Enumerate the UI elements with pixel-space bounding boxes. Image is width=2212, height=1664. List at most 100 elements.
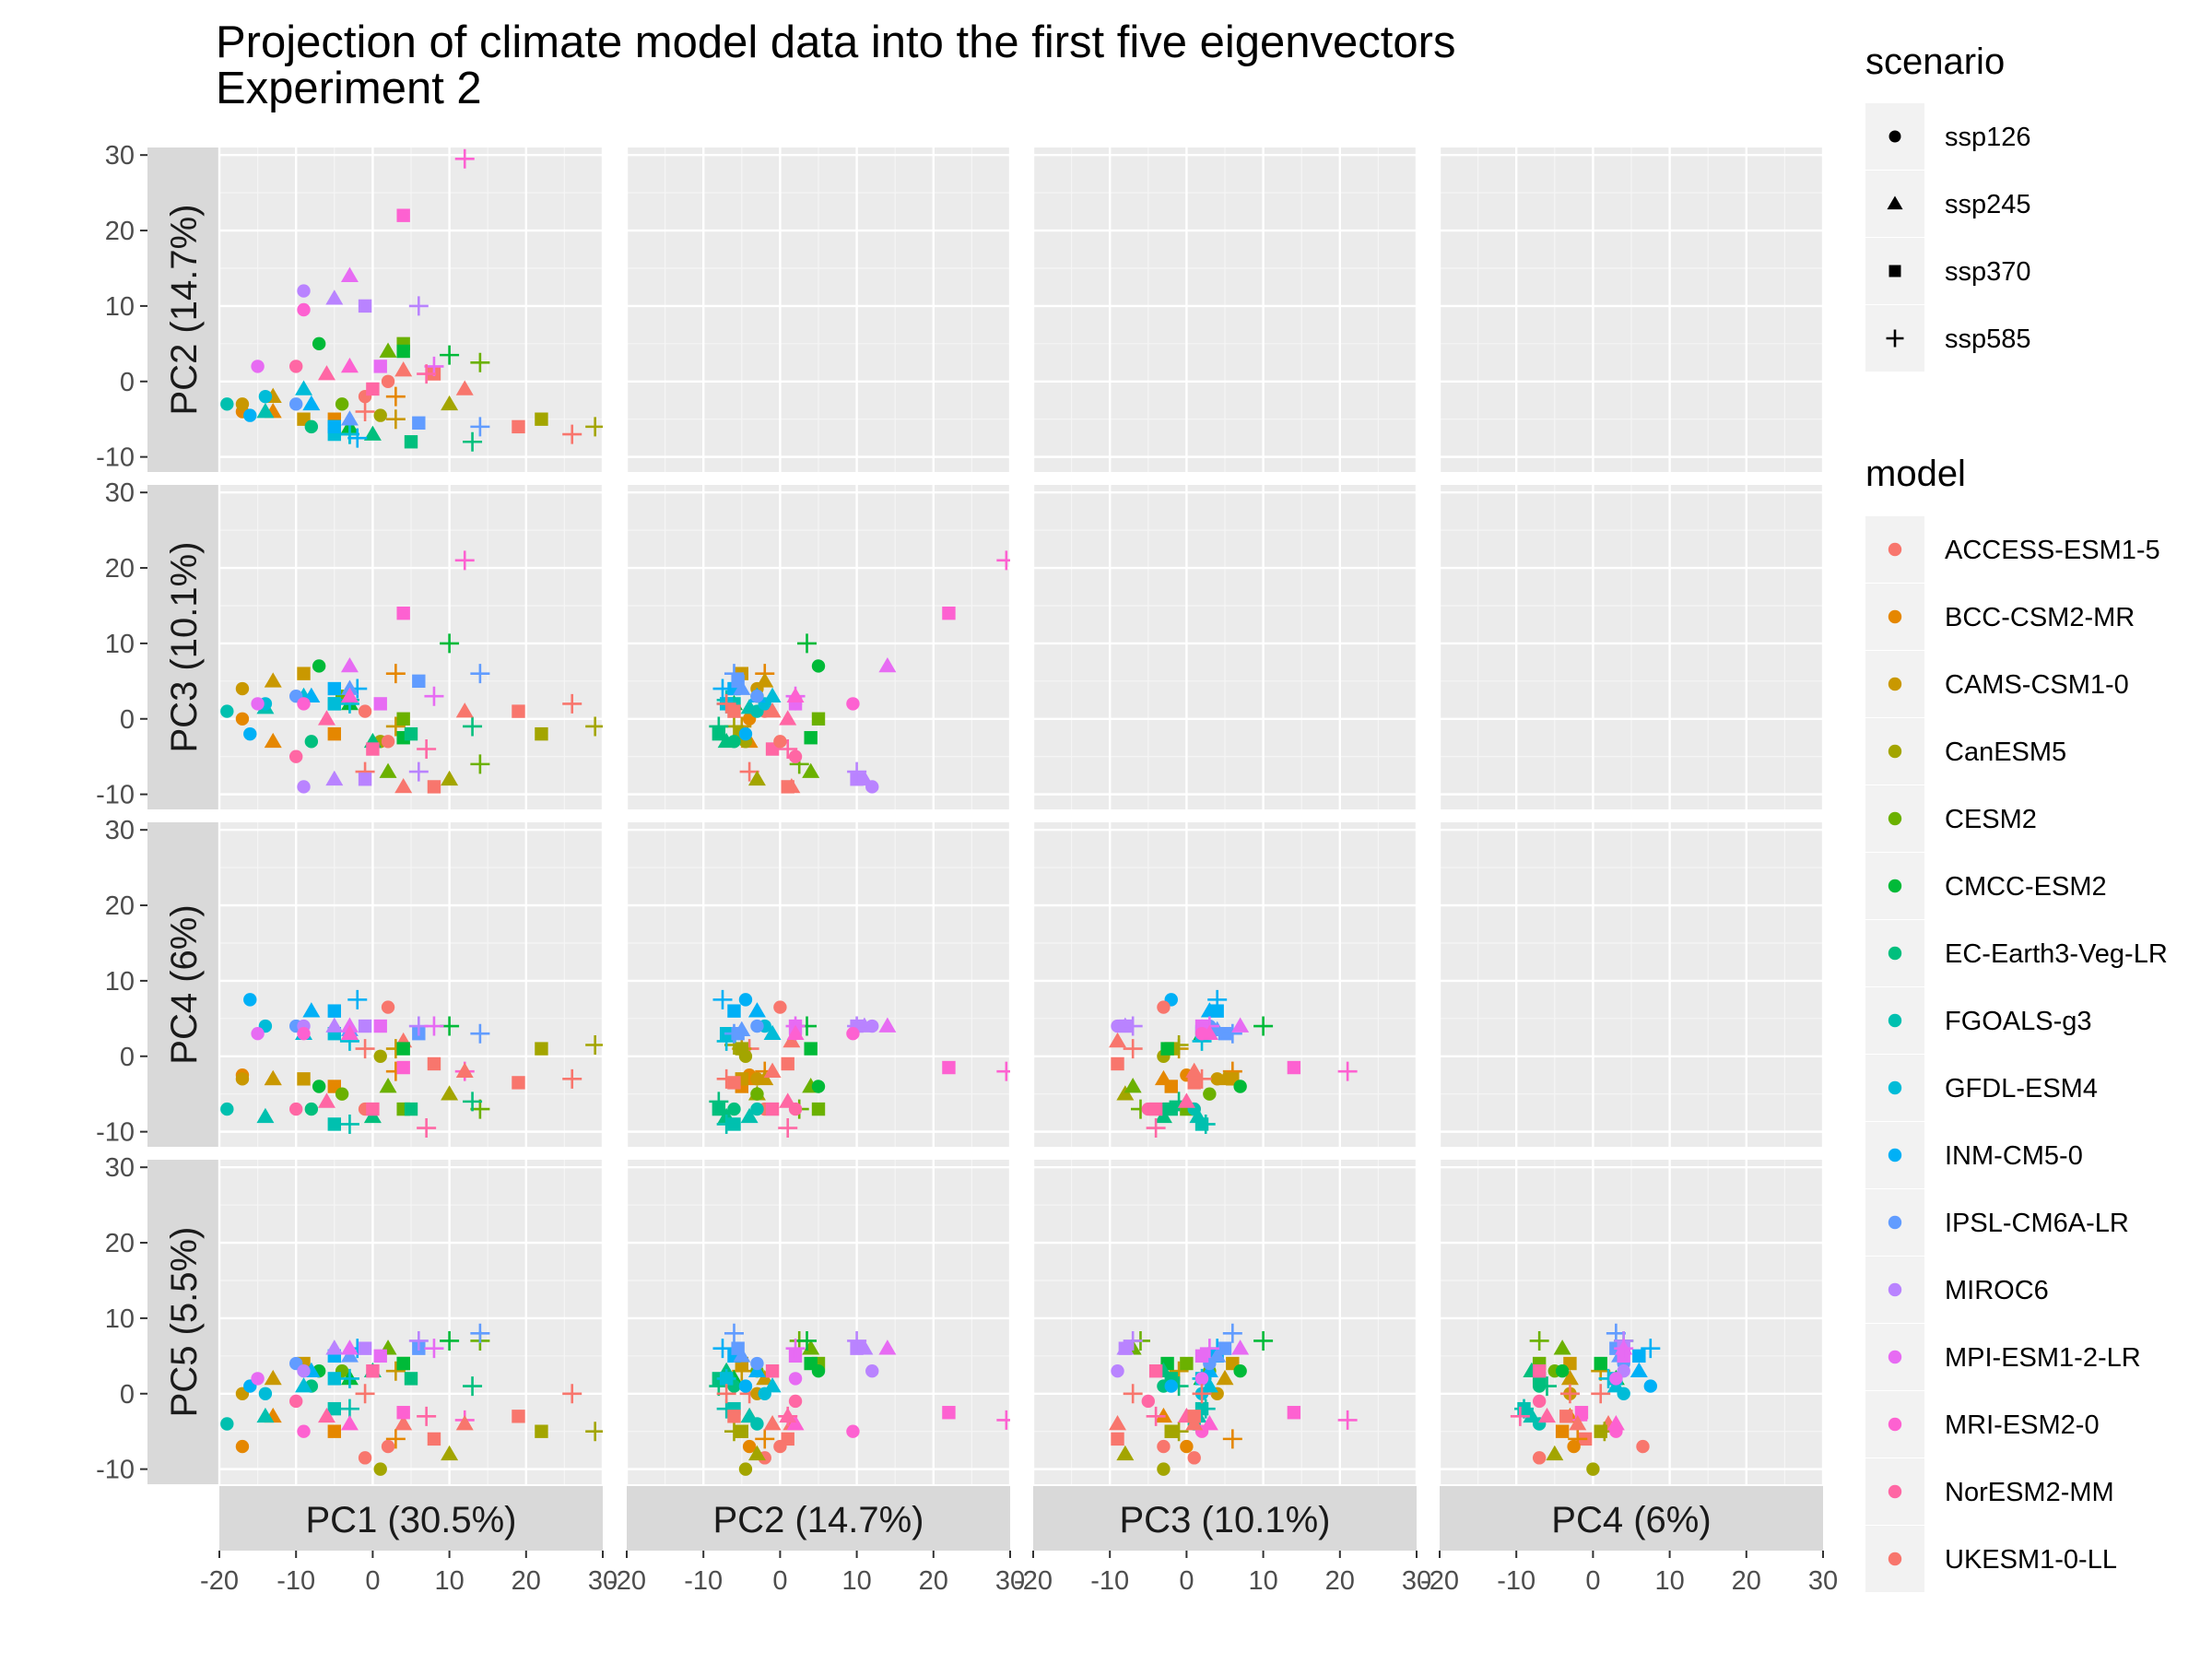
model-legend-label: MRI-ESM2-0 (1945, 1410, 2100, 1440)
data-point (535, 412, 548, 426)
data-point (763, 687, 782, 703)
data-point (756, 1069, 774, 1086)
model-legend-label: CAMS-CSM1-0 (1945, 670, 2129, 700)
data-point (1157, 1439, 1171, 1454)
data-point (220, 1417, 234, 1431)
chart-title: Projection of climate model data into th… (216, 18, 1455, 113)
data-point (942, 1060, 956, 1075)
data-point (727, 1004, 741, 1018)
data-point (716, 1068, 736, 1089)
data-point (417, 1118, 437, 1139)
data-point (385, 1361, 406, 1381)
x-tick-label: 30 (588, 1566, 618, 1596)
data-point (562, 424, 582, 444)
data-point (779, 710, 797, 726)
data-point (1148, 1364, 1163, 1378)
scenario-legend-label: ssp245 (1945, 190, 2031, 219)
x-tick-label: -20 (200, 1566, 239, 1596)
model-legend-label: ACCESS-ESM1-5 (1945, 536, 2160, 565)
data-point (763, 1415, 782, 1431)
data-point (1253, 1016, 1274, 1036)
data-point (1195, 1114, 1216, 1134)
data-point (716, 1114, 736, 1134)
data-point (424, 1339, 444, 1359)
model-legend-label: EC-Earth3-Veg-LR (1945, 939, 2168, 969)
data-point (512, 704, 525, 718)
data-point (788, 1394, 803, 1409)
data-point (1210, 1004, 1224, 1018)
x-tick-label: 20 (1732, 1566, 1761, 1596)
data-point (297, 1072, 311, 1086)
data-point (355, 1384, 375, 1404)
x-tick-label: 20 (919, 1566, 948, 1596)
data-point (340, 1339, 359, 1355)
model-legend-label: BCC-CSM2-MR (1945, 603, 2135, 632)
data-point (427, 1432, 441, 1446)
y-tick-label: 20 (105, 217, 135, 246)
data-point (404, 726, 418, 741)
data-point (1253, 1330, 1274, 1351)
data-point (220, 704, 234, 718)
data-point (562, 1068, 582, 1089)
data-point (1192, 1068, 1212, 1089)
data-point (366, 742, 380, 756)
data-point (381, 1000, 395, 1014)
data-point (712, 679, 733, 699)
data-point (750, 1087, 764, 1101)
data-point (358, 1019, 372, 1033)
data-point (385, 386, 406, 407)
panel-r2-c3 (1438, 822, 1825, 1147)
data-point (297, 780, 311, 794)
y-tick-label: 0 (120, 705, 135, 735)
data-point (878, 1339, 897, 1355)
data-point (865, 1364, 879, 1378)
y-tick-label: 10 (105, 967, 135, 997)
data-point (340, 357, 359, 373)
data-point (340, 687, 359, 703)
model-legend-marker (1888, 542, 1902, 557)
y-tick-label: 10 (105, 630, 135, 659)
model-legend-marker (1888, 744, 1902, 759)
data-point (535, 1042, 548, 1056)
data-point (781, 1056, 794, 1071)
data-point (804, 1042, 818, 1056)
data-point (782, 1032, 801, 1048)
data-point (289, 749, 303, 763)
data-point (1641, 1339, 1661, 1359)
model-legend-marker (1888, 1013, 1902, 1028)
data-point (738, 726, 753, 741)
data-point (427, 1056, 441, 1071)
data-point (325, 1017, 344, 1033)
data-point (373, 1019, 387, 1033)
data-point (455, 702, 474, 718)
data-point (738, 1462, 753, 1476)
data-point (724, 1422, 744, 1442)
x-tick-label: -20 (607, 1566, 646, 1596)
data-point (347, 989, 368, 1009)
data-point (1337, 1061, 1358, 1081)
data-point (716, 693, 736, 714)
data-point (340, 1347, 359, 1363)
data-point (470, 754, 490, 774)
data-point (417, 364, 437, 384)
data-point (739, 761, 759, 782)
model-legend-label: IPSL-CM6A-LR (1945, 1209, 2129, 1238)
data-point (381, 1439, 395, 1454)
data-point (1537, 1407, 1556, 1423)
data-point (366, 1364, 380, 1378)
data-point (562, 693, 582, 714)
data-point (709, 716, 729, 737)
x-tick-label: 10 (841, 1566, 871, 1596)
data-point (585, 417, 603, 437)
data-point (786, 1415, 805, 1431)
data-point (804, 731, 818, 745)
points-r0-c0 (220, 148, 603, 452)
data-point (297, 1027, 311, 1041)
data-point (379, 762, 397, 778)
data-point (373, 360, 387, 373)
data-point (724, 1023, 744, 1044)
data-point (251, 697, 265, 711)
data-point (1164, 1102, 1178, 1116)
panel-r0-c2 (1031, 148, 1418, 472)
data-point (427, 780, 441, 794)
